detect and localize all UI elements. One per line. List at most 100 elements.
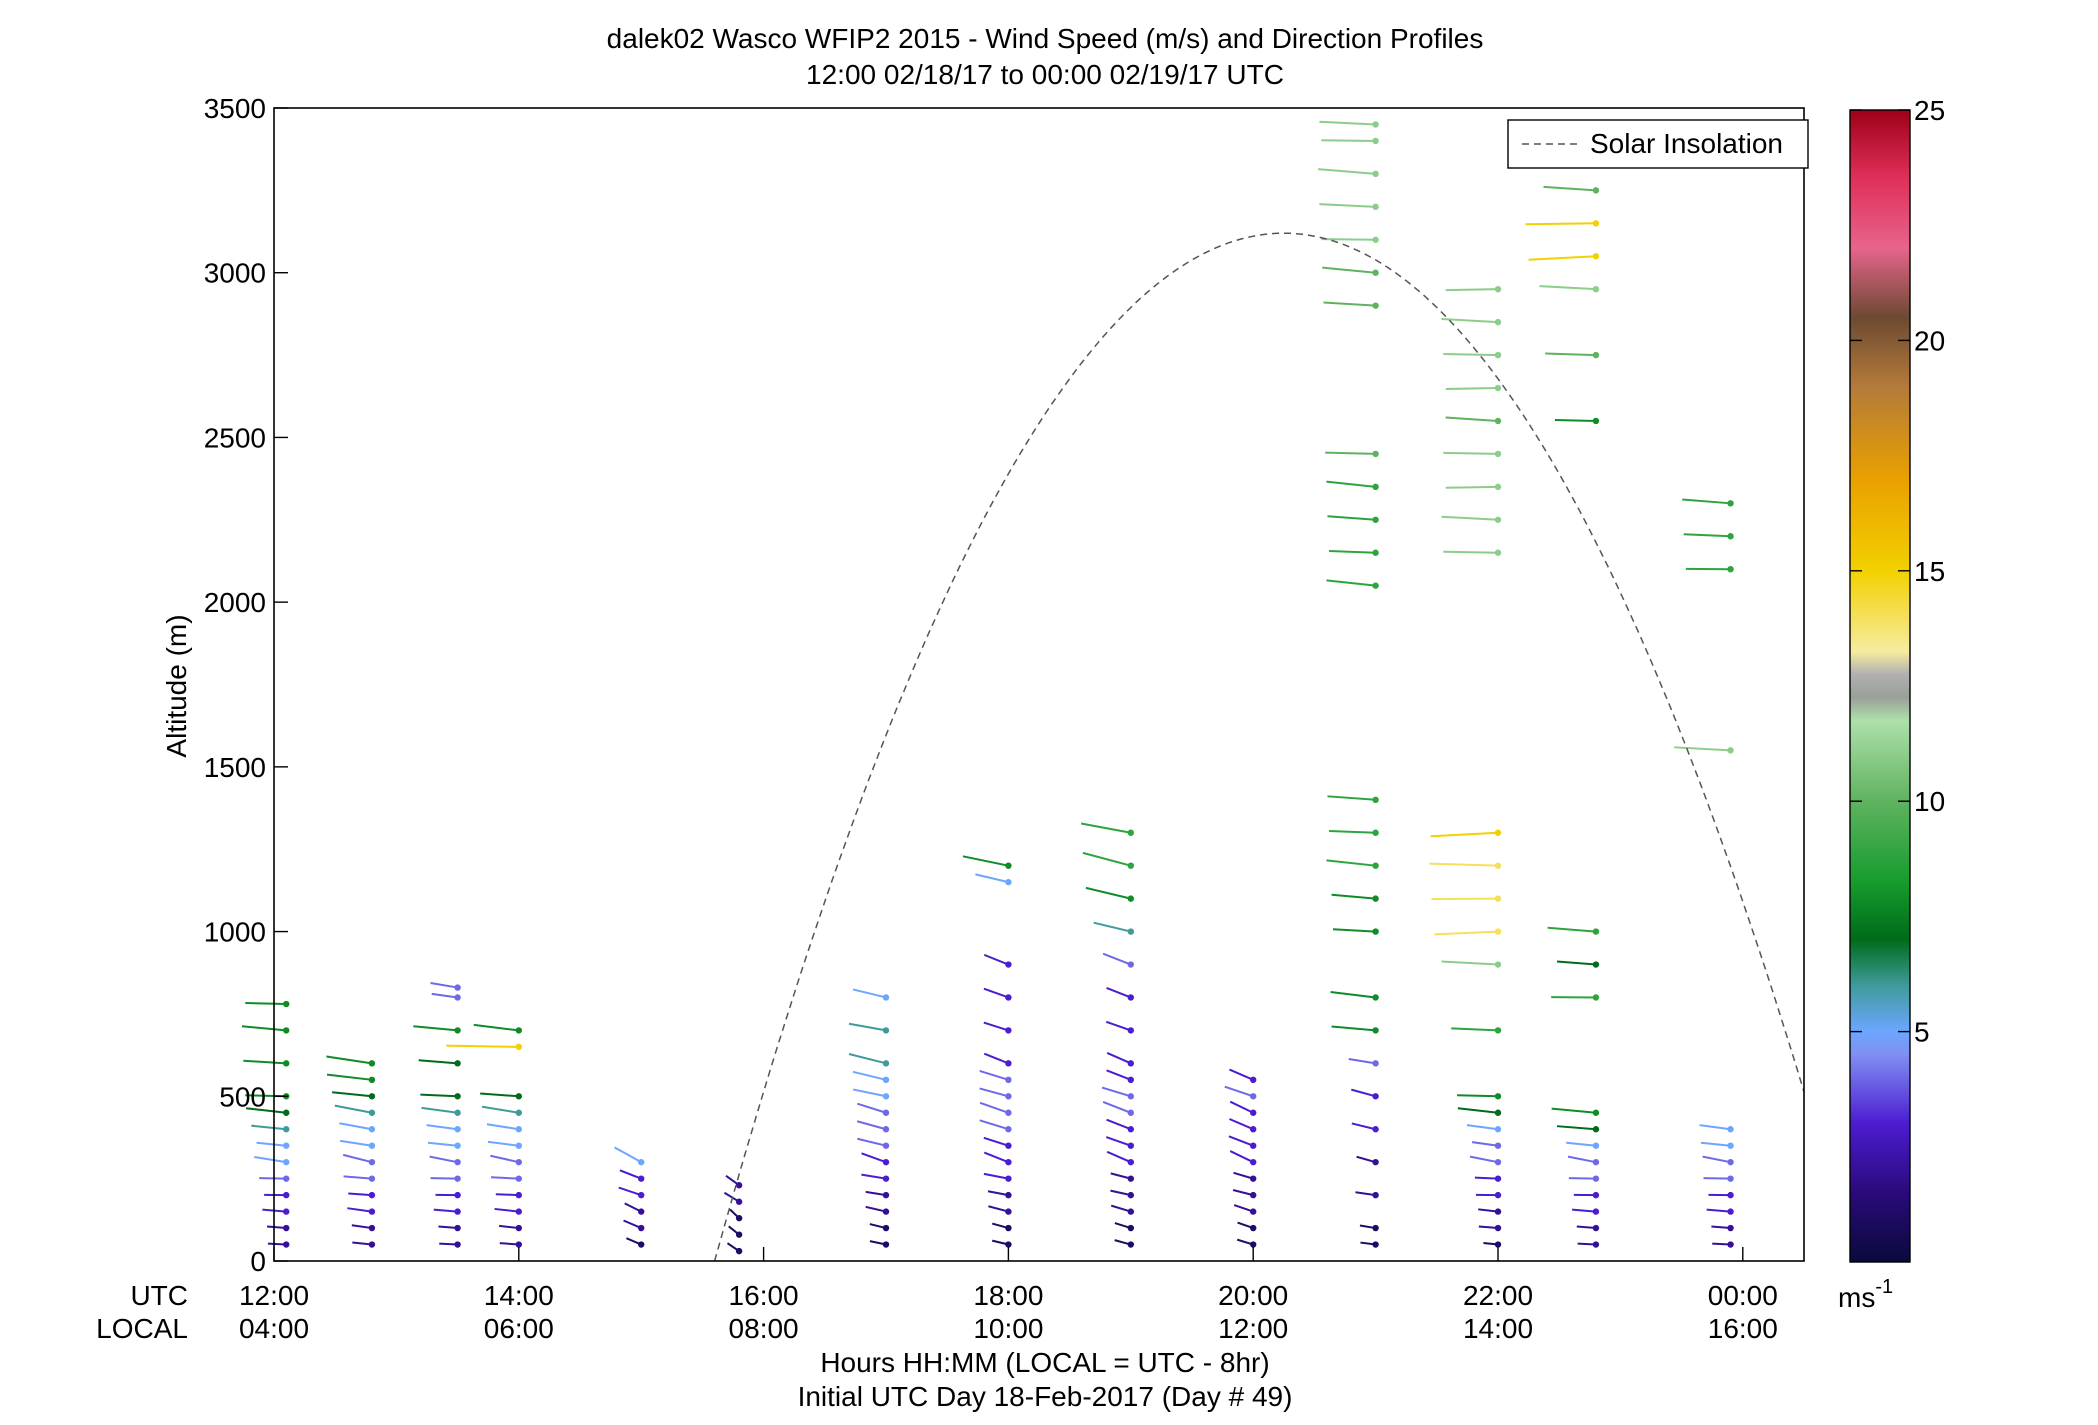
wind-barb — [988, 1205, 1009, 1213]
wind-point — [1372, 203, 1379, 211]
wind-barb — [351, 1224, 373, 1230]
wind-barb — [1330, 990, 1376, 999]
wind-point — [1372, 1027, 1379, 1034]
wind-point — [1372, 895, 1379, 902]
x-tick-label-local: 04:00 — [239, 1313, 309, 1344]
wind-point — [1592, 1175, 1600, 1182]
wind-point — [515, 1158, 522, 1166]
wind-point — [1494, 417, 1502, 425]
wind-point — [368, 1224, 376, 1232]
wind-barb — [1430, 831, 1499, 838]
wind-point — [454, 1208, 461, 1215]
wind-point — [1005, 1241, 1012, 1248]
x-tick-label-utc: 12:00 — [239, 1280, 309, 1311]
y-axis: 0 500 1000 1500 2000 2500 3000 3500 — [204, 93, 288, 1277]
x-tick-label-local: 08:00 — [729, 1313, 799, 1344]
wind-point — [1592, 187, 1600, 194]
x-tick-label-utc: 14:00 — [484, 1280, 554, 1311]
wind-point — [1592, 1208, 1600, 1215]
wind-barb — [430, 1177, 458, 1180]
wind-barb — [1434, 930, 1499, 936]
wind-point — [1250, 1076, 1257, 1084]
solar-insolation-curve — [713, 232, 1805, 1262]
wind-point — [283, 1000, 290, 1008]
wind-point — [638, 1224, 645, 1232]
wind-barb — [618, 1186, 642, 1197]
wind-barb — [347, 1207, 373, 1213]
chart-subtitle: 12:00 02/18/17 to 00:00 02/19/17 UTC — [806, 59, 1284, 90]
wind-barb — [1327, 515, 1376, 521]
wind-point — [1250, 1224, 1257, 1232]
wind-point — [454, 1126, 461, 1133]
wind-point — [1727, 1241, 1734, 1248]
wind-point — [1494, 549, 1502, 556]
wind-point — [1127, 1175, 1135, 1182]
wind-point — [1494, 1142, 1502, 1149]
wind-barb — [426, 1124, 458, 1131]
wind-point — [882, 1093, 890, 1100]
wind-point — [1592, 220, 1600, 227]
wind-point — [1372, 1224, 1379, 1232]
wind-barb — [1443, 451, 1499, 455]
wind-point — [1494, 351, 1502, 359]
wind-point — [368, 1109, 376, 1116]
wind-barb — [852, 988, 887, 999]
wind-point — [283, 1208, 290, 1215]
wind-barb — [1106, 987, 1132, 999]
wind-point — [283, 1175, 290, 1182]
wind-barb — [473, 1023, 519, 1032]
wind-barb — [494, 1207, 519, 1213]
wind-point — [283, 1158, 290, 1166]
wind-point — [1250, 1191, 1257, 1199]
wind-point — [1005, 1208, 1012, 1215]
y-axis-label: Altitude (m) — [161, 614, 192, 757]
wind-barb — [1102, 1101, 1132, 1114]
wind-point — [1372, 137, 1379, 145]
wind-barb — [1554, 418, 1596, 422]
wind-point — [1372, 994, 1379, 1001]
wind-point — [1592, 253, 1600, 260]
wind-point — [454, 1109, 461, 1116]
wind-barb — [1229, 1150, 1254, 1164]
wind-point — [638, 1158, 645, 1166]
wind-barb — [962, 855, 1009, 867]
colorbar-unit-exponent: -1 — [1875, 1276, 1893, 1298]
wind-point — [1727, 747, 1734, 754]
x-tick-label-utc: 20:00 — [1218, 1280, 1288, 1311]
wind-barb — [486, 1123, 519, 1131]
wind-barb — [1699, 1124, 1731, 1131]
wind-point — [1494, 1027, 1502, 1034]
wind-point — [882, 1175, 890, 1182]
wind-barb — [1566, 1141, 1597, 1147]
wind-point — [1372, 1060, 1379, 1067]
wind-barb — [259, 1177, 287, 1180]
wind-point — [515, 1208, 522, 1215]
wind-point — [454, 994, 461, 1001]
wind-barb — [1355, 1191, 1376, 1197]
wind-point — [1005, 1191, 1012, 1199]
wind-barb — [1110, 1189, 1132, 1197]
wind-point — [1592, 994, 1600, 1001]
x-tick-label-utc: 16:00 — [729, 1280, 799, 1311]
colorbar-unit-base: ms — [1838, 1282, 1875, 1313]
wind-barb — [1706, 1208, 1731, 1213]
wind-point — [1005, 1224, 1012, 1232]
wind-point — [1494, 1191, 1502, 1199]
wind-barb — [334, 1104, 373, 1114]
wind-barb — [1556, 1125, 1596, 1131]
wind-barb — [1102, 952, 1132, 966]
colorbar-tick-label: 5 — [1914, 1017, 1930, 1048]
wind-point — [1494, 961, 1502, 968]
wind-barb — [983, 1052, 1009, 1065]
wind-point — [1372, 796, 1379, 803]
wind-point — [368, 1093, 376, 1100]
wind-barb — [1322, 266, 1376, 274]
wind-barb — [266, 1225, 287, 1230]
wind-point — [1372, 582, 1379, 589]
wind-barb — [1110, 1172, 1132, 1180]
wind-point — [1372, 302, 1379, 309]
wind-barb — [339, 1122, 373, 1131]
wind-barb — [987, 1190, 1009, 1197]
wind-barb — [1457, 1107, 1499, 1114]
wind-barb — [1703, 1177, 1731, 1180]
